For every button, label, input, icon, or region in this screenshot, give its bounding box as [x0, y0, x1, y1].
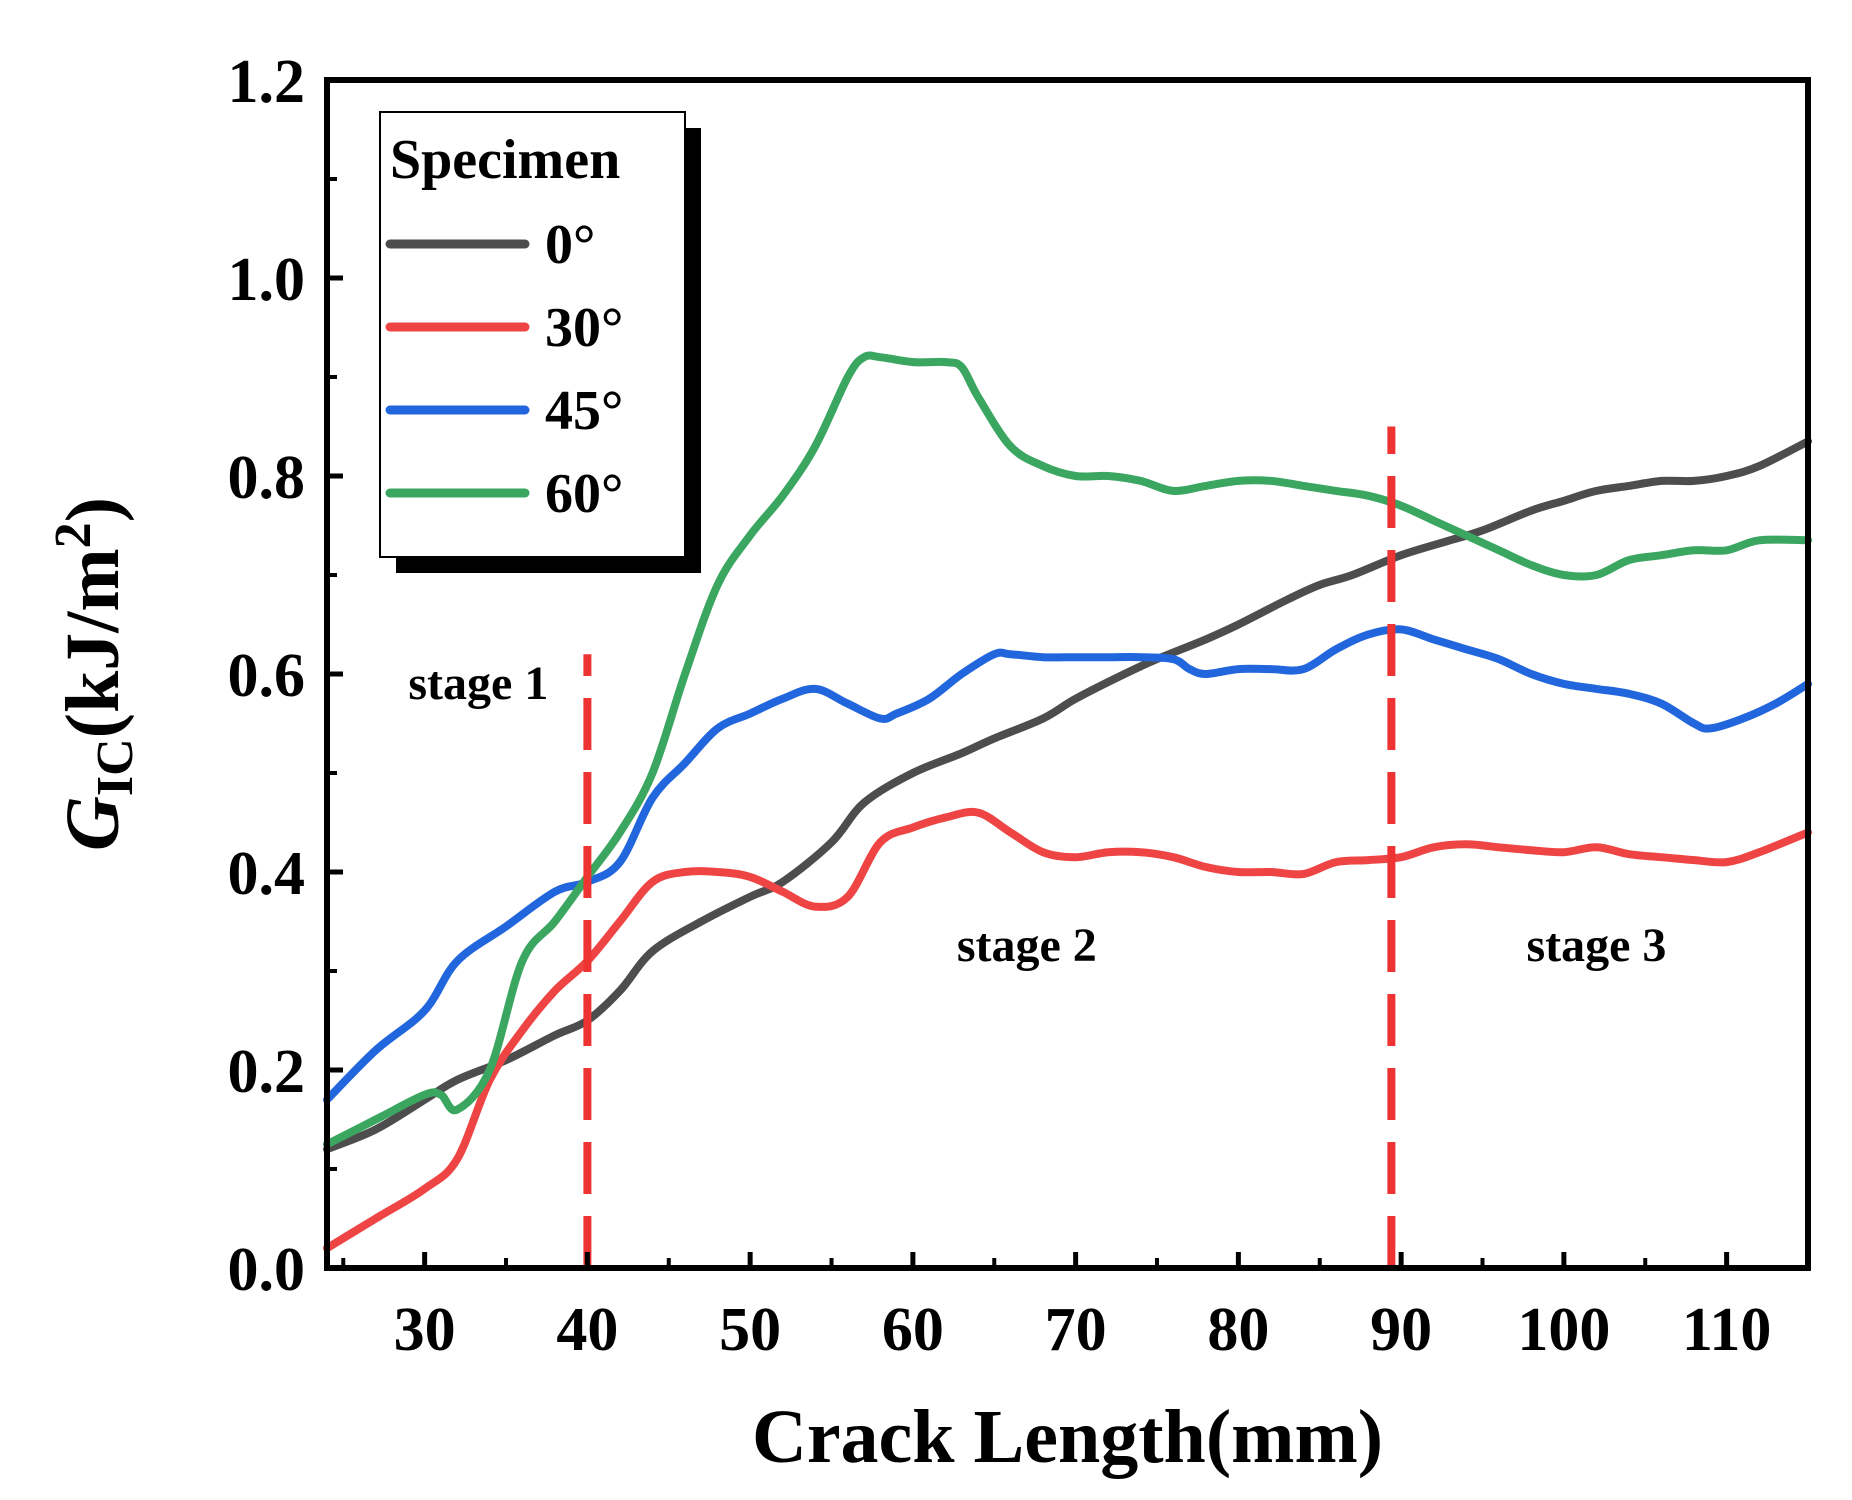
y-axis-title: GIC(kJ/m2): [45, 497, 144, 851]
x-tick-label: 80: [1207, 1296, 1269, 1364]
x-axis-title: Crack Length(mm): [752, 1395, 1383, 1479]
x-tick-label: 50: [719, 1296, 781, 1364]
x-tick-label: 70: [1045, 1296, 1107, 1364]
series-line-3: [323, 351, 1812, 1149]
stage-label-2: stage 2: [957, 919, 1097, 972]
y-tick-label: 0.2: [228, 1038, 306, 1106]
stage-label-3: stage 3: [1526, 919, 1666, 972]
y-tick-label: 1.2: [228, 48, 306, 116]
y-axis-subscript: IC: [87, 738, 144, 796]
y-tick-label: 0.8: [228, 444, 306, 512]
legend-title: Specimen: [390, 129, 620, 191]
legend-label-1: 30°: [545, 297, 623, 359]
y-tick-label: 0.6: [228, 642, 306, 710]
x-tick-label: 110: [1682, 1296, 1772, 1364]
x-tick-label: 100: [1517, 1296, 1610, 1364]
x-tick-label: 40: [556, 1296, 618, 1364]
legend-label-3: 60°: [545, 463, 623, 525]
y-axis-superscript: 2: [45, 522, 102, 548]
stage-label-1: stage 1: [408, 657, 548, 710]
y-tick-label: 0.0: [228, 1236, 306, 1304]
legend-label-2: 45°: [545, 380, 623, 442]
legend-label-0: 0°: [545, 214, 595, 276]
annotation-layer: stage 1 stage 2 stage 3: [408, 657, 1666, 972]
y-tick-label: 0.4: [228, 840, 306, 908]
x-tick-label: 60: [882, 1296, 944, 1364]
y-axis-symbol: G: [51, 796, 135, 851]
tick-label-layer: 30 40 50 60 70 80 90 100 110 0.0 0.2 0.4 0.6 0.8 1.0 1.…: [228, 48, 1772, 1364]
y-axis-unit-open: (kJ/m: [51, 548, 135, 738]
y-axis-unit-close: ): [51, 497, 135, 522]
legend-box: [379, 111, 686, 558]
series-line-2: [323, 625, 1812, 1104]
legend-entries: 0° 30° 45° 60°: [385, 214, 623, 525]
legend: Specimen 0° 30° 45° 60°: [379, 111, 701, 573]
x-tick-label: 90: [1370, 1296, 1432, 1364]
x-tick-label: 30: [394, 1296, 456, 1364]
stage-divider-layer: [583, 426, 1396, 1268]
plot-frame: [324, 77, 1811, 1271]
y-tick-label: 1.0: [228, 246, 306, 314]
